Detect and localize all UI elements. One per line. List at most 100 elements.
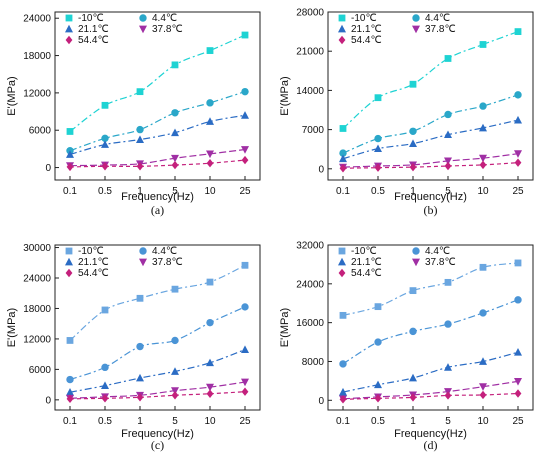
data-point bbox=[514, 389, 522, 398]
data-point bbox=[374, 303, 382, 311]
data-point bbox=[136, 135, 144, 143]
data-point bbox=[101, 394, 109, 403]
legend-marker bbox=[412, 258, 420, 267]
y-tick-label: 0 bbox=[45, 395, 51, 406]
y-axis-title: E'(MPa) bbox=[6, 308, 18, 347]
data-point bbox=[136, 162, 144, 171]
data-point bbox=[479, 383, 487, 391]
data-point bbox=[479, 390, 487, 400]
legend-marker bbox=[65, 14, 73, 22]
x-tick-label: 1 bbox=[410, 416, 416, 427]
data-point bbox=[206, 358, 214, 367]
data-point bbox=[101, 101, 109, 109]
data-point bbox=[339, 395, 347, 404]
series-line-4 bbox=[342, 380, 519, 400]
series-line-1 bbox=[69, 34, 246, 132]
data-point bbox=[339, 149, 347, 157]
data-point bbox=[66, 337, 74, 344]
data-point bbox=[206, 383, 214, 392]
x-tick-label: 0.1 bbox=[336, 416, 350, 427]
data-point bbox=[514, 91, 522, 99]
series-line-4 bbox=[342, 153, 519, 168]
data-point bbox=[101, 306, 109, 314]
data-point bbox=[66, 162, 74, 172]
data-point bbox=[409, 373, 417, 382]
data-point bbox=[171, 61, 179, 69]
chart-panel-c: 0 6000 12000 18000 24000 30000 0.1 0.5 1 5 10 25 Fre… bbox=[6, 243, 261, 452]
legend-item: 21.1℃ bbox=[338, 24, 382, 35]
data-point bbox=[409, 327, 417, 336]
legend-marker bbox=[338, 268, 346, 278]
data-point bbox=[514, 377, 522, 386]
x-axis-title: Frequency(Hz) bbox=[121, 428, 194, 440]
x-tick-label: 5 bbox=[172, 416, 178, 427]
data-point bbox=[136, 373, 144, 382]
plot-frame bbox=[54, 244, 261, 411]
x-axis-title: Frequency(Hz) bbox=[121, 191, 194, 203]
legend-label: 37.8℃ bbox=[425, 257, 456, 268]
data-point bbox=[171, 336, 179, 345]
data-point bbox=[206, 278, 214, 286]
y-tick-label: 18000 bbox=[23, 304, 51, 315]
legend-marker bbox=[338, 247, 346, 255]
data-point bbox=[171, 128, 179, 137]
legend-marker bbox=[338, 14, 346, 22]
data-point bbox=[514, 115, 522, 124]
series-line-2 bbox=[69, 91, 246, 152]
data-point bbox=[101, 162, 109, 171]
legend-marker bbox=[139, 258, 147, 267]
data-point bbox=[339, 164, 347, 173]
data-point bbox=[479, 102, 487, 110]
legend-item: 54.4℃ bbox=[338, 268, 382, 279]
x-tick-label: 10 bbox=[477, 186, 489, 197]
data-point bbox=[479, 41, 487, 48]
data-point bbox=[101, 134, 109, 143]
x-tick-label: 25 bbox=[512, 186, 524, 197]
data-point bbox=[479, 263, 487, 271]
data-point bbox=[514, 158, 522, 167]
data-point bbox=[241, 87, 249, 96]
data-point bbox=[136, 294, 144, 302]
legend-marker bbox=[65, 257, 73, 266]
legend-item: 54.4℃ bbox=[65, 35, 109, 46]
legend-label: 21.1℃ bbox=[351, 24, 382, 35]
chart-panel-a: 0 6000 12000 18000 24000 0.1 0.5 1 5 10 25 Frequenc… bbox=[6, 11, 261, 217]
data-point bbox=[444, 157, 452, 166]
data-point bbox=[339, 387, 347, 396]
x-tick-label: 0.5 bbox=[371, 186, 385, 197]
legend-label: -10℃ bbox=[351, 246, 377, 257]
data-point bbox=[136, 88, 144, 96]
y-axis-title: E'(MPa) bbox=[6, 76, 18, 115]
series-line-3 bbox=[69, 349, 246, 393]
data-point bbox=[409, 139, 417, 147]
legend-label: 4.4℃ bbox=[425, 13, 450, 24]
data-point bbox=[66, 375, 74, 384]
data-point bbox=[444, 278, 452, 286]
legend-item: 4.4℃ bbox=[412, 13, 450, 24]
data-point bbox=[101, 363, 109, 372]
legend-item: 4.4℃ bbox=[139, 246, 177, 257]
data-point bbox=[444, 320, 452, 328]
data-point bbox=[136, 125, 144, 134]
y-tick-label: 12000 bbox=[23, 334, 51, 345]
data-point bbox=[171, 391, 179, 400]
data-point bbox=[374, 394, 382, 403]
legend-marker bbox=[412, 14, 420, 22]
data-point bbox=[241, 155, 249, 165]
x-tick-label: 0.5 bbox=[371, 416, 385, 427]
y-tick-label: 24000 bbox=[23, 14, 51, 25]
data-point bbox=[409, 393, 417, 402]
series-line-2 bbox=[69, 306, 246, 381]
plot-frame bbox=[327, 11, 534, 181]
data-point bbox=[206, 318, 214, 327]
legend-label: 54.4℃ bbox=[78, 268, 109, 279]
data-point bbox=[206, 150, 214, 159]
data-point bbox=[479, 154, 487, 163]
data-point bbox=[339, 125, 347, 132]
data-point bbox=[444, 161, 452, 171]
legend-label: 21.1℃ bbox=[78, 24, 109, 35]
legend-item: 54.4℃ bbox=[338, 35, 382, 46]
legend-item: 54.4℃ bbox=[65, 268, 109, 279]
data-point bbox=[409, 80, 417, 88]
data-point bbox=[514, 296, 522, 304]
